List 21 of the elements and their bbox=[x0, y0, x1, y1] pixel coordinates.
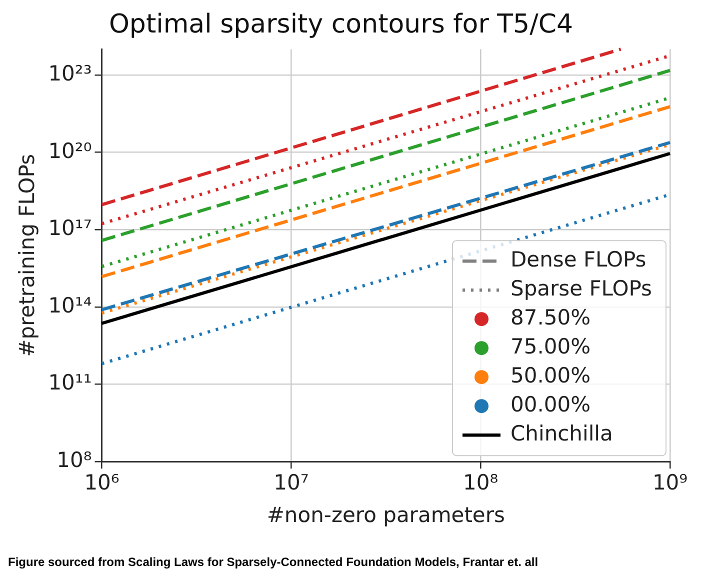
text: Figure sourced from Scaling Laws for Sparsely-Connected Foundation Models, Frantar et. all bbox=[8, 555, 538, 569]
x-tick-label: 10⁸ bbox=[463, 470, 498, 495]
y-tick-label: 10⁸ bbox=[56, 448, 92, 472]
legend-label: Chinchilla bbox=[510, 422, 613, 446]
legend-label: 00.00% bbox=[510, 392, 591, 417]
y-axis-title: #pretraining FLOPs bbox=[15, 154, 40, 357]
legend-label: 75.00% bbox=[510, 334, 591, 359]
chart-title: Optimal sparsity contours for T5/C4 bbox=[108, 9, 574, 40]
x-tick-label: 10⁹ bbox=[652, 470, 688, 495]
y-tick-label: 10²³ bbox=[48, 61, 92, 86]
legend-label: 50.00% bbox=[510, 364, 591, 388]
x-tick-label: 10⁶ bbox=[84, 470, 120, 495]
legend-label: 87.50% bbox=[510, 306, 591, 330]
x-axis-title: #non-zero parameters bbox=[266, 502, 505, 527]
legend-label: Dense FLOPs bbox=[510, 248, 646, 272]
legend-label: Sparse FLOPs bbox=[510, 276, 652, 301]
y-tick-label: 10¹¹ bbox=[48, 370, 92, 395]
y-tick-label: 10¹⁴ bbox=[48, 293, 92, 318]
y-tick-label: 10²⁰ bbox=[48, 138, 92, 163]
y-tick-label: 10¹⁷ bbox=[48, 216, 92, 240]
x-tick-label: 10⁷ bbox=[274, 470, 309, 495]
